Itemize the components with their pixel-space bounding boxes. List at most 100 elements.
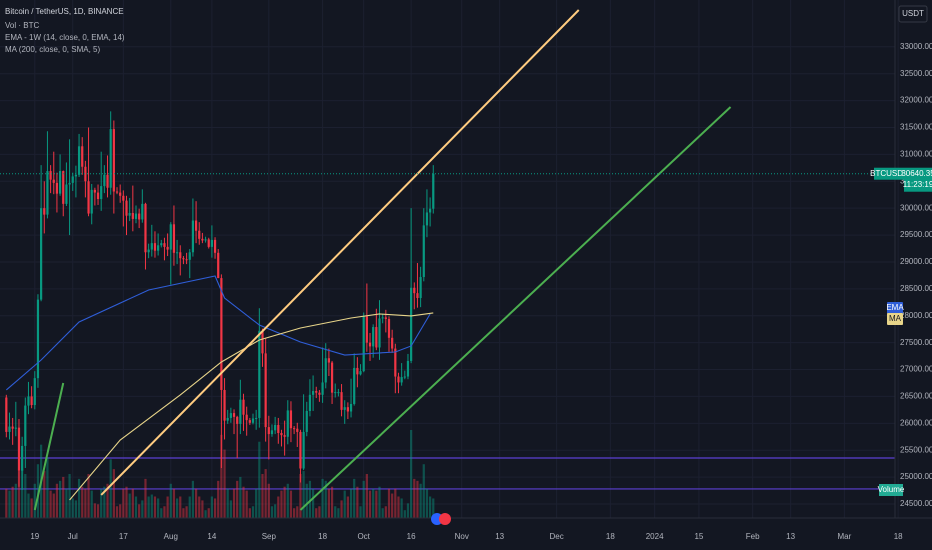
trend-line (299, 106, 732, 511)
indicator-label[interactable]: EMA - 1W (14, close, 0, EMA, 14) (5, 33, 125, 42)
volume-bar (27, 493, 30, 518)
volume-bar (242, 486, 245, 518)
candle-body (315, 391, 318, 393)
candle-body (5, 397, 8, 432)
candle-body (293, 428, 296, 430)
volume-bar (100, 488, 103, 518)
volume-bar (321, 478, 324, 518)
price-tag-label: 30640.35 (901, 169, 932, 178)
candle-body (327, 358, 331, 363)
volume-bar (255, 488, 258, 518)
event-icons[interactable] (431, 513, 451, 525)
candle-body (425, 212, 429, 226)
volume-bar (359, 506, 362, 518)
volume-bar (55, 483, 59, 518)
volume-bar (210, 496, 213, 518)
volume-bar (362, 480, 365, 518)
volume-bar (8, 490, 11, 518)
volume-bar (428, 496, 432, 518)
x-tick-label: Mar (838, 532, 852, 541)
candle-body (131, 213, 134, 219)
candle-body (134, 213, 138, 219)
x-tick-label: Sep (262, 532, 277, 541)
candle-body (368, 342, 372, 347)
volume-bar (21, 469, 24, 518)
volume-bar (419, 483, 422, 518)
candle-body (150, 243, 153, 250)
candle-body (283, 435, 286, 437)
candle-body (343, 407, 346, 410)
volume-bar (245, 490, 248, 518)
volume-bar (267, 483, 270, 518)
candle-body (255, 417, 258, 419)
candle-body (144, 203, 147, 253)
volume-bar (286, 483, 289, 518)
volume-bar (337, 508, 340, 518)
y-tick-label: 26500.00 (900, 392, 932, 401)
indicator-tag-label: MA (889, 314, 902, 323)
axes: 24500.00 25000.00 25500.00 26000.00 26500.00… (30, 42, 932, 541)
candle-body (125, 200, 128, 216)
volume-bar (147, 496, 150, 518)
x-tick-label: 17 (119, 532, 128, 541)
y-tick-label: 31500.00 (900, 123, 932, 132)
x-tick-label: 18 (606, 532, 615, 541)
candle-body (289, 410, 293, 429)
candle-body (46, 171, 49, 215)
volume-bar (223, 449, 226, 518)
volume-bar (432, 498, 435, 518)
candle-body (280, 433, 283, 436)
volume-bar (293, 508, 296, 518)
volume-bar (81, 486, 84, 518)
x-tick-label: 14 (207, 532, 216, 541)
currency-button[interactable] (898, 5, 928, 23)
candle-body (84, 166, 87, 182)
volume-bar (194, 488, 198, 518)
x-tick-label: Feb (746, 532, 760, 541)
volume-bar (422, 464, 425, 518)
volume-bar (125, 486, 128, 518)
candle-body (400, 377, 403, 383)
candle-body (147, 249, 150, 253)
candle-body (337, 392, 340, 394)
volume-bar (299, 474, 302, 518)
candle-body (40, 208, 43, 300)
indicator-label[interactable]: Vol · BTC (5, 21, 39, 30)
volume-bar (400, 498, 403, 518)
candle-body (68, 182, 71, 185)
volume-bar (217, 480, 220, 518)
indicator-tag (887, 312, 903, 325)
candle-body (43, 208, 46, 215)
candle-body (172, 224, 176, 253)
volume-bar (138, 504, 141, 518)
indicator-label[interactable]: MA (200, close, 0, SMA, 5) (5, 45, 100, 54)
volume-bar (11, 486, 14, 518)
x-tick-label: Dec (549, 532, 563, 541)
candle-body (394, 348, 397, 377)
volume-bar (375, 490, 378, 518)
event-icon[interactable] (439, 513, 451, 525)
trend-line (33, 382, 65, 511)
candle-body (191, 220, 195, 253)
volume-bar (24, 474, 27, 518)
volume-bar (74, 500, 78, 518)
volume-bar (318, 506, 321, 518)
candle-body (17, 427, 21, 471)
candle-body (77, 146, 81, 175)
y-tick-label: 30000.00 (900, 203, 932, 212)
y-tick-label: 29500.00 (900, 230, 932, 239)
volume-bar (106, 483, 109, 518)
candle-body (160, 243, 163, 246)
candle-body (30, 396, 33, 406)
volume-bar (131, 488, 134, 518)
volume-bar (5, 488, 8, 518)
candle-body (103, 174, 106, 187)
candle-body (242, 399, 245, 415)
candle-body (356, 367, 359, 375)
volume-bar (198, 496, 201, 518)
x-tick-label: Nov (455, 532, 469, 541)
volume-bar (185, 506, 188, 518)
countdown-label: 11:23:19 (903, 180, 932, 189)
candle-body (24, 405, 27, 446)
volume-bar (220, 434, 223, 518)
